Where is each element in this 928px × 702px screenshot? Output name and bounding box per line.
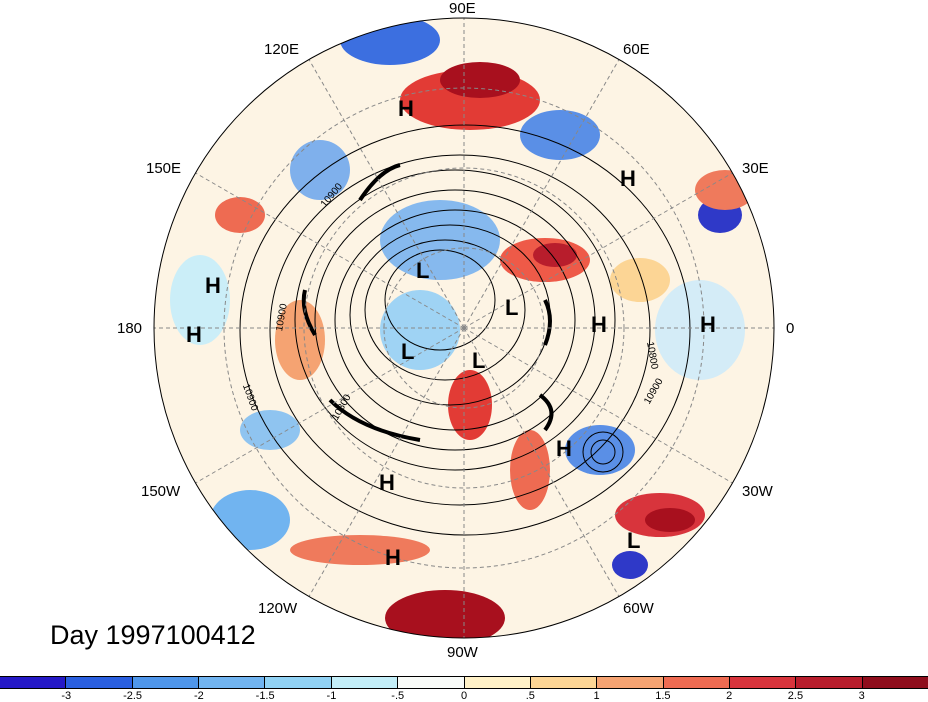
colorbar-segment	[199, 677, 266, 688]
meridian-line	[195, 327, 465, 484]
colorbar-tick-label: -1.5	[255, 690, 275, 702]
lon-label-150e: 150E	[146, 160, 182, 177]
colorbar	[0, 676, 928, 689]
lon-label-30w: 30W	[742, 483, 773, 500]
meridian-line	[308, 327, 465, 597]
colorbar-segment	[464, 677, 531, 688]
meridian-line	[195, 172, 465, 329]
lon-label-120e: 120E	[264, 41, 300, 58]
colorbar-tick-label: -1	[326, 690, 337, 702]
colorbar-segment	[398, 677, 465, 688]
low-pressure-marker: L	[505, 295, 519, 320]
colorbar-tick-label: 2.5	[787, 690, 804, 702]
colorbar-tick-label: 1	[593, 690, 600, 702]
lon-label-0: 0	[786, 320, 795, 337]
colorbar-tick-label: .5	[525, 690, 535, 702]
colorbar-segment	[663, 677, 730, 688]
lon-label-180: 180	[117, 320, 143, 337]
lon-label-30e: 30E	[742, 160, 769, 177]
colorbar-tick-label: 2	[726, 690, 733, 702]
colorbar-tick-label: -.5	[391, 690, 405, 702]
high-pressure-marker: H	[205, 273, 221, 298]
colorbar-segment	[729, 677, 797, 688]
high-pressure-marker: H	[620, 166, 636, 191]
high-pressure-marker: H	[385, 545, 401, 570]
colorbar-tick-label: -2	[193, 690, 204, 702]
lon-label-90e: 90E	[449, 0, 476, 17]
colorbar-segment	[132, 677, 200, 688]
colorbar-tick-label: 1.5	[655, 690, 671, 702]
meridians	[154, 18, 774, 638]
low-pressure-marker: L	[627, 528, 641, 553]
colorbar-tick-label: -3	[61, 690, 72, 702]
meridian-line	[463, 172, 733, 329]
anomaly-field	[170, 18, 755, 638]
map-boundary	[153, 17, 775, 639]
lon-label-120w: 120W	[258, 600, 298, 617]
meridian-line	[463, 327, 733, 484]
low-pressure-marker: L	[401, 339, 415, 364]
low-pressure-marker: L	[416, 258, 430, 283]
colorbar-segment	[796, 677, 863, 688]
colorbar-tick-label: 3	[858, 690, 865, 702]
meridian-line	[463, 327, 620, 597]
meridian-line	[308, 59, 465, 329]
colorbar-segment	[66, 677, 133, 688]
geopotential-contours	[239, 124, 691, 536]
high-pressure-marker: H	[186, 322, 202, 347]
colorbar-segment	[331, 677, 399, 688]
lon-label-60e: 60E	[623, 41, 650, 58]
high-pressure-marker: H	[398, 96, 414, 121]
high-pressure-marker: H	[556, 436, 572, 461]
colorbar-segment	[530, 677, 598, 688]
colorbar-segment	[597, 677, 664, 688]
colorbar-tick-label: -2.5	[123, 690, 143, 702]
colorbar-segment	[862, 677, 928, 688]
colorbar-tick-label: 0	[460, 690, 468, 702]
high-pressure-marker: H	[700, 312, 716, 337]
colorbar-segment	[265, 677, 332, 688]
lon-label-150w: 150W	[141, 483, 181, 500]
high-pressure-marker: H	[379, 470, 395, 495]
lon-label-60w: 60W	[623, 600, 654, 617]
lon-label-90w: 90W	[447, 644, 478, 661]
meridian-line	[463, 59, 620, 329]
colorbar-segment	[0, 677, 67, 688]
high-pressure-marker: H	[591, 312, 607, 337]
date-label: Day 1997100412	[50, 620, 256, 650]
low-pressure-marker: L	[472, 348, 486, 373]
